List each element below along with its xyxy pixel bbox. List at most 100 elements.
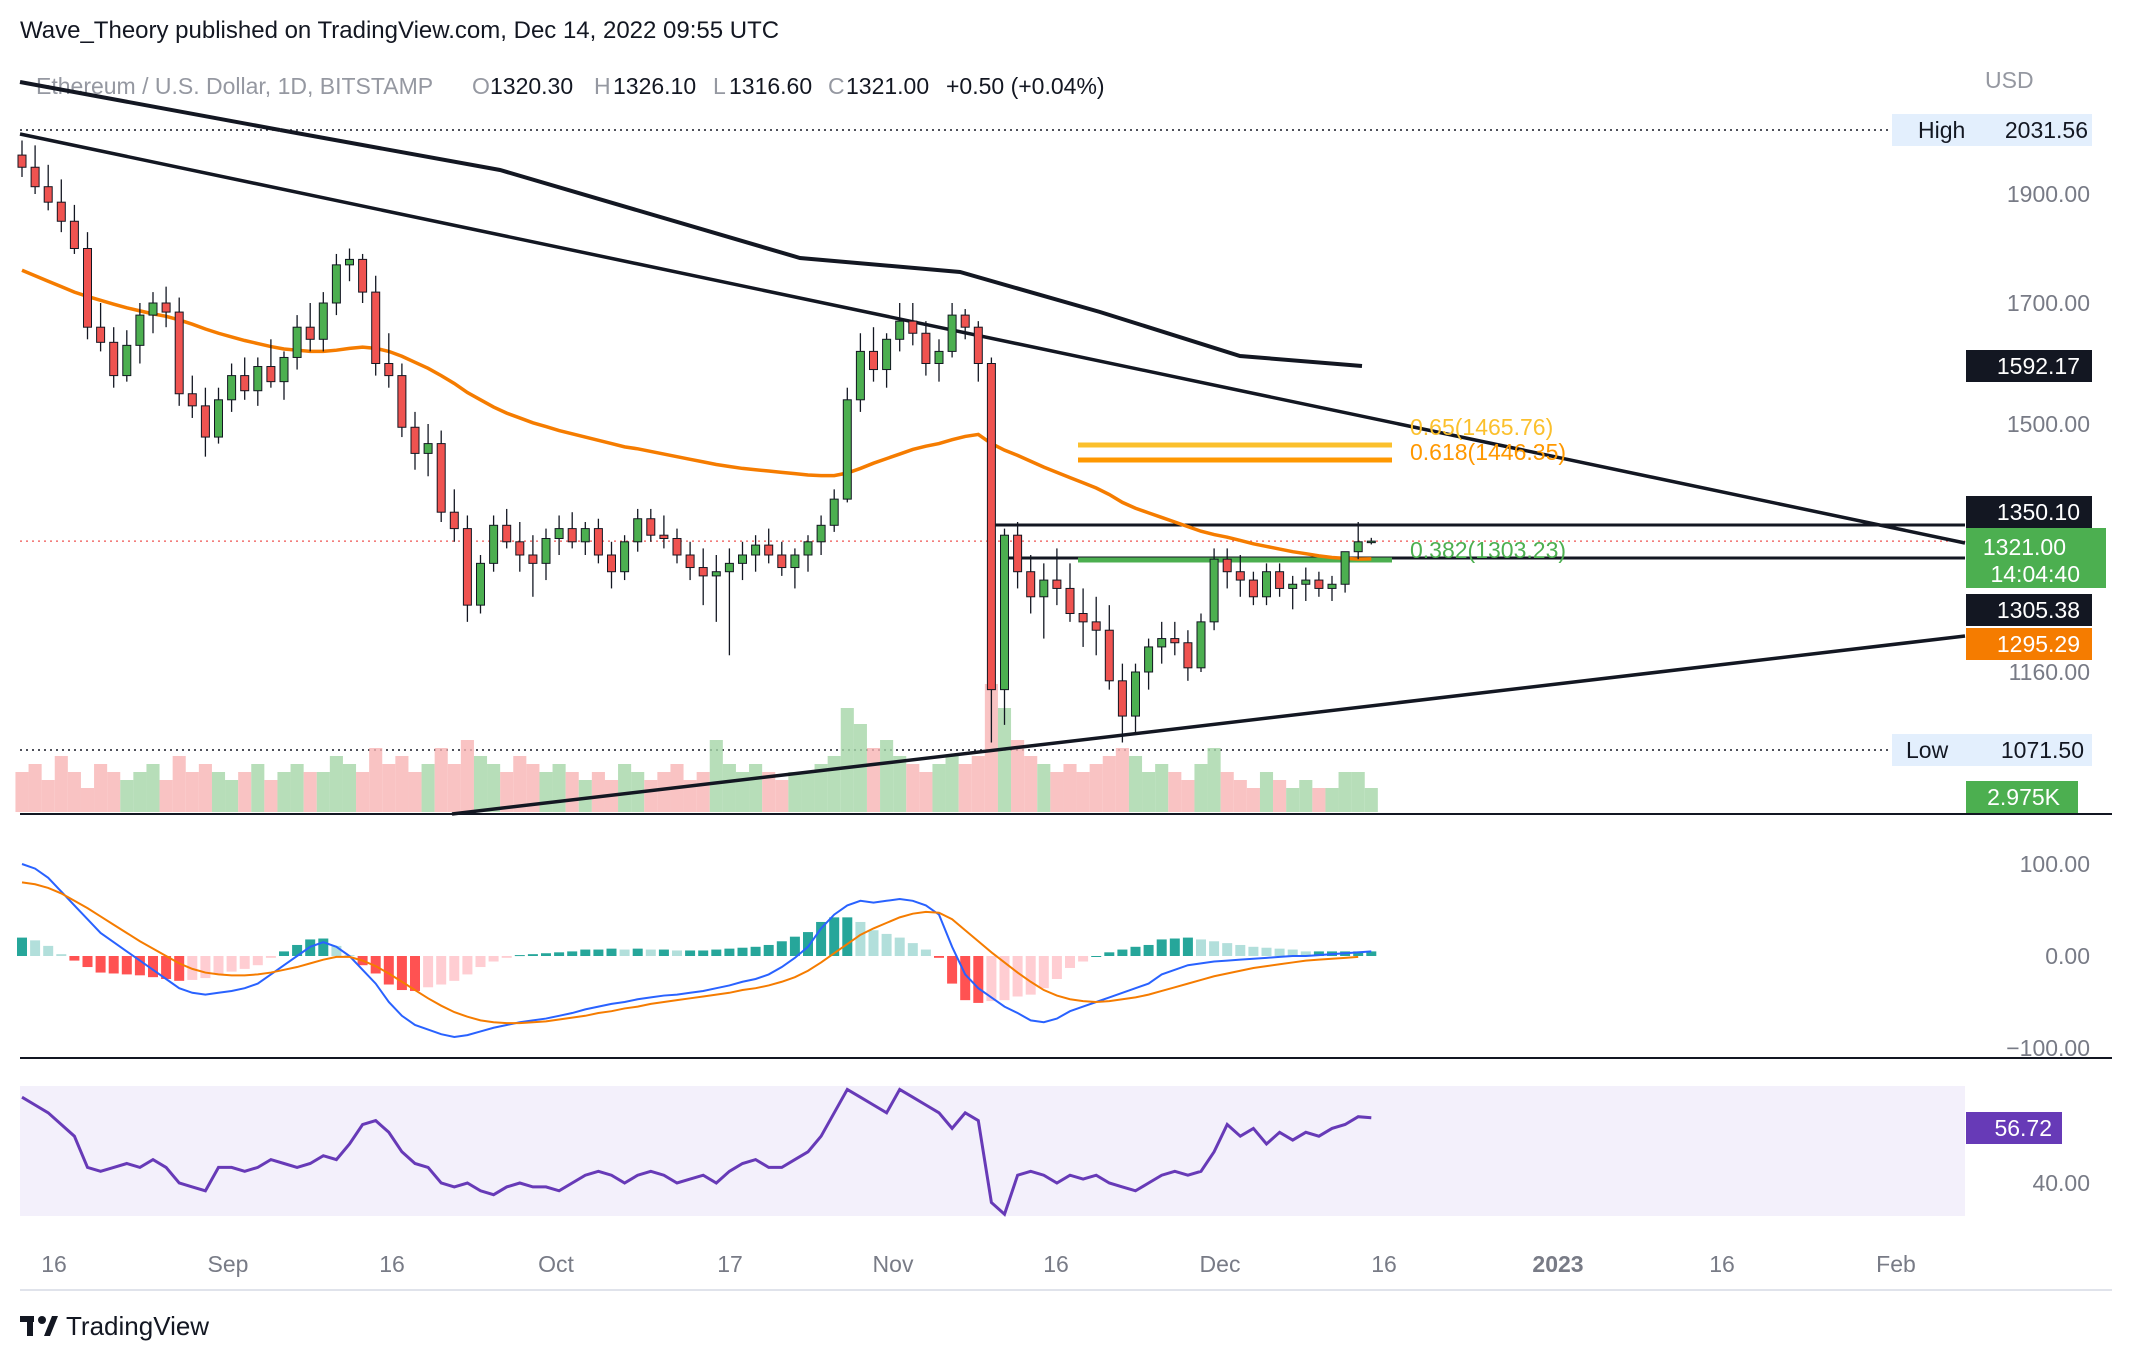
- candle[interactable]: [345, 248, 354, 282]
- candle[interactable]: [1327, 575, 1337, 601]
- candle[interactable]: [1183, 630, 1193, 681]
- candle[interactable]: [1170, 621, 1180, 656]
- candle[interactable]: [882, 333, 892, 388]
- candle[interactable]: [279, 351, 289, 400]
- candle[interactable]: [56, 179, 66, 233]
- candle[interactable]: [1091, 596, 1101, 656]
- candle[interactable]: [423, 424, 433, 477]
- candle[interactable]: [908, 303, 918, 346]
- candle[interactable]: [960, 309, 970, 340]
- candle[interactable]: [829, 489, 839, 532]
- candle[interactable]: [266, 339, 276, 388]
- macd-signal-line[interactable]: [21, 881, 1359, 1025]
- candle[interactable]: [593, 518, 603, 564]
- descending-trendline[interactable]: [19, 132, 1966, 545]
- candle[interactable]: [30, 145, 40, 194]
- candle[interactable]: [685, 541, 695, 581]
- candle[interactable]: [620, 535, 630, 581]
- candle[interactable]: [462, 515, 472, 622]
- candle[interactable]: [1314, 571, 1324, 597]
- candle[interactable]: [1262, 563, 1271, 606]
- candle[interactable]: [122, 330, 132, 382]
- candle[interactable]: [895, 303, 905, 352]
- candle[interactable]: [580, 522, 590, 555]
- candle[interactable]: [227, 363, 237, 412]
- candle[interactable]: [869, 327, 878, 382]
- candle[interactable]: [1078, 588, 1088, 647]
- candle[interactable]: [1366, 537, 1376, 545]
- candle[interactable]: [803, 535, 813, 572]
- candle[interactable]: [921, 321, 931, 376]
- candle[interactable]: [986, 357, 996, 743]
- candle[interactable]: [17, 140, 27, 177]
- candle[interactable]: [331, 253, 341, 316]
- ascending-trendline[interactable]: [451, 634, 1966, 816]
- candle[interactable]: [607, 541, 616, 589]
- candle[interactable]: [947, 303, 957, 358]
- candle[interactable]: [109, 327, 119, 388]
- candle[interactable]: [1157, 621, 1167, 664]
- candle[interactable]: [318, 292, 328, 352]
- candle[interactable]: [449, 489, 459, 542]
- candle[interactable]: [410, 411, 420, 470]
- candle[interactable]: [161, 286, 171, 328]
- candle[interactable]: [489, 515, 499, 572]
- candle[interactable]: [83, 232, 92, 340]
- candle[interactable]: [764, 528, 774, 564]
- candle[interactable]: [1131, 663, 1140, 734]
- candle[interactable]: [384, 333, 394, 388]
- candle[interactable]: [476, 555, 485, 614]
- candle[interactable]: [1209, 548, 1219, 631]
- candle[interactable]: [528, 535, 538, 597]
- candle[interactable]: [842, 387, 852, 503]
- candle[interactable]: [554, 515, 564, 555]
- candle[interactable]: [1013, 522, 1023, 589]
- candle[interactable]: [292, 315, 302, 370]
- candle[interactable]: [1222, 548, 1232, 589]
- candle[interactable]: [855, 333, 865, 412]
- ema-line[interactable]: [21, 268, 1372, 561]
- candle[interactable]: [541, 528, 551, 581]
- rsi-line[interactable]: [21, 1087, 1372, 1217]
- candle[interactable]: [1196, 613, 1206, 673]
- candle[interactable]: [567, 512, 577, 549]
- candle[interactable]: [1340, 551, 1350, 593]
- candle[interactable]: [187, 375, 197, 418]
- candle[interactable]: [43, 164, 53, 211]
- candle[interactable]: [1065, 563, 1075, 622]
- candle[interactable]: [790, 548, 800, 589]
- candle[interactable]: [174, 297, 184, 406]
- candle[interactable]: [1000, 528, 1009, 725]
- candle[interactable]: [724, 548, 734, 656]
- candle[interactable]: [1353, 522, 1363, 560]
- candle[interactable]: [973, 321, 983, 382]
- candle[interactable]: [1248, 571, 1258, 606]
- candle[interactable]: [751, 535, 761, 572]
- macd-line[interactable]: [21, 863, 1372, 1038]
- candle[interactable]: [240, 357, 250, 400]
- candle[interactable]: [1104, 605, 1114, 690]
- candle[interactable]: [200, 387, 210, 457]
- candle[interactable]: [502, 508, 512, 549]
- candle[interactable]: [1026, 555, 1036, 614]
- candle[interactable]: [1301, 567, 1311, 601]
- candle[interactable]: [777, 541, 787, 576]
- candle[interactable]: [1039, 563, 1049, 639]
- candle[interactable]: [1117, 663, 1127, 743]
- candle[interactable]: [253, 357, 263, 406]
- candle[interactable]: [96, 303, 106, 352]
- candle[interactable]: [646, 508, 656, 542]
- candle[interactable]: [305, 303, 315, 352]
- candle[interactable]: [698, 548, 708, 606]
- candle[interactable]: [1288, 575, 1298, 610]
- candle[interactable]: [633, 508, 643, 552]
- candle[interactable]: [711, 555, 721, 622]
- candle[interactable]: [69, 204, 79, 254]
- candle[interactable]: [135, 303, 145, 364]
- candle[interactable]: [214, 387, 223, 444]
- candle[interactable]: [436, 430, 446, 522]
- candle[interactable]: [358, 253, 368, 303]
- candle[interactable]: [672, 528, 682, 564]
- candle[interactable]: [659, 515, 669, 549]
